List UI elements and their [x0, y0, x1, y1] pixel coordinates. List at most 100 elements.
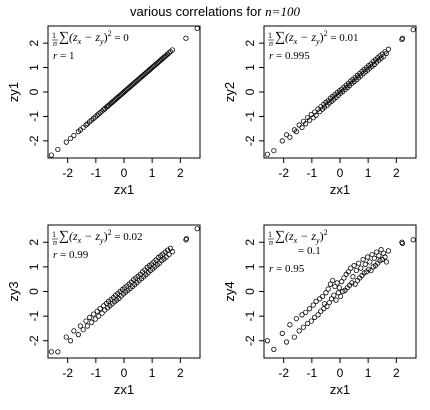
x-tick-label: -1: [91, 166, 102, 180]
data-point: [125, 287, 131, 293]
data-point: [358, 265, 364, 271]
data-point: [279, 330, 285, 336]
y-tick-label: 2: [27, 39, 41, 46]
data-point: [354, 277, 361, 284]
formula-sub-x: x: [77, 236, 82, 245]
data-point: [340, 88, 346, 95]
annotation-formula: 1 ∑(zx − zy)2 = 0.02: [52, 228, 143, 245]
data-point: [348, 265, 354, 271]
r-value: = 0.995: [273, 50, 310, 62]
x-tick-label: 2: [177, 366, 184, 380]
y-tick-label: 0: [27, 288, 41, 295]
formula-sub-y: y: [315, 37, 320, 46]
data-point: [379, 51, 385, 57]
data-point: [55, 349, 61, 355]
data-point: [123, 289, 129, 295]
data-point: [143, 272, 149, 278]
y-axis-label: zy4: [222, 281, 237, 301]
data-point: [77, 323, 83, 329]
data-point: [63, 139, 69, 145]
data-point: [313, 298, 319, 304]
data-point: [319, 293, 326, 300]
data-point: [366, 266, 372, 272]
data-point: [335, 92, 341, 99]
data-point: [363, 269, 370, 275]
annotation-formula: 1 ∑(zx − zy)2 = 0: [52, 29, 129, 46]
data-point: [134, 280, 140, 286]
annotation-r: r = 0.95: [269, 263, 305, 275]
data-point: [305, 115, 311, 121]
data-point: [325, 286, 331, 292]
data-point: [194, 226, 200, 232]
formula-close: ): [104, 30, 108, 44]
data-point: [132, 282, 138, 288]
data-point: [138, 276, 145, 282]
data-point: [71, 132, 77, 139]
data-point: [382, 254, 388, 260]
x-tick-label: 0: [121, 166, 128, 180]
annotation-r: r = 0.995: [269, 50, 310, 62]
formula-sub-y: y: [99, 236, 104, 245]
data-point: [351, 263, 357, 269]
data-point: [373, 59, 380, 65]
frac-denominator: n: [53, 39, 57, 48]
data-point: [111, 299, 118, 305]
formula-tail: = 0: [112, 32, 130, 44]
data-point: [163, 254, 169, 260]
data-point: [355, 260, 362, 266]
data-point: [353, 267, 359, 274]
y-tick-label: 0: [27, 88, 41, 95]
data-point: [367, 259, 373, 265]
y-tick-label: 0: [243, 288, 257, 295]
data-point: [102, 106, 108, 112]
annotation-formula: 1 ∑(zx − zy)2: [268, 228, 328, 245]
formula-sub-x: x: [77, 37, 82, 46]
data-point: [303, 309, 309, 316]
x-tick-label: 2: [393, 166, 400, 180]
data-point: [287, 322, 293, 328]
data-point: [318, 308, 324, 314]
x-tick-label: 2: [177, 166, 184, 180]
data-point: [342, 287, 348, 293]
frac-denominator: n: [53, 238, 57, 247]
data-point: [315, 312, 321, 318]
data-point: [169, 249, 176, 255]
data-point: [291, 127, 297, 133]
data-point: [359, 272, 365, 279]
y-axis-label: zy2: [222, 82, 237, 102]
frac-numerator: 1: [268, 230, 272, 239]
data-point: [169, 47, 176, 53]
data-point: [118, 293, 124, 299]
annotation-r: r = 0.99: [53, 249, 89, 261]
data-point: [313, 112, 319, 118]
x-axis-label: zx1: [330, 182, 350, 197]
x-tick-label: 0: [337, 366, 344, 380]
data-point: [105, 305, 111, 311]
formula-body: (z: [285, 30, 294, 44]
data-point: [77, 127, 83, 133]
data-point: [127, 285, 133, 292]
data-point: [358, 73, 364, 79]
data-point: [161, 256, 167, 262]
data-point: [321, 301, 328, 307]
formula-sup: 2: [108, 228, 112, 237]
annotation-formula: 1 ∑(zx − zy)2 = 0.01: [268, 29, 359, 46]
data-point: [355, 75, 362, 81]
data-point: [371, 255, 377, 261]
data-point: [379, 256, 385, 263]
sum-symbol: ∑: [59, 229, 69, 244]
data-point: [346, 282, 353, 288]
data-point: [378, 55, 384, 61]
x-tick-label: 1: [365, 366, 372, 380]
y-axis-label: zy3: [6, 281, 21, 301]
data-point: [399, 240, 406, 247]
r-symbol: r: [269, 263, 274, 275]
data-point: [296, 122, 302, 128]
data-point: [145, 270, 151, 276]
data-point: [97, 110, 103, 116]
r-value: = 0.95: [273, 263, 304, 275]
data-point: [410, 27, 416, 33]
data-point: [327, 95, 334, 101]
